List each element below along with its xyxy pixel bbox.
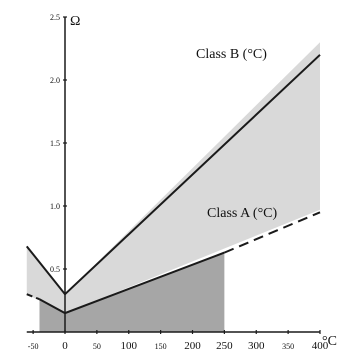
axes-layer <box>26 17 320 333</box>
class-b-label: Class B (°C) <box>196 47 267 62</box>
x-tick-label: 200 <box>184 340 201 352</box>
class-a-band <box>39 252 225 332</box>
x-tick-label: 100 <box>121 340 138 352</box>
x-tick-label: 50 <box>93 342 101 351</box>
x-tick-label: 250 <box>216 340 233 352</box>
class-a-dashed-right <box>223 211 321 254</box>
class-a-label: Class A (°C) <box>207 206 278 221</box>
y-tick-label: 0.5 <box>50 265 60 274</box>
x-axis-unit: °C <box>322 334 337 349</box>
y-tick-label: 2.0 <box>50 76 60 85</box>
x-tick-label: -50 <box>28 342 39 351</box>
x-tick-label: 0 <box>62 340 68 352</box>
y-tick-label: 2.5 <box>50 13 60 22</box>
bands-layer <box>26 42 320 332</box>
x-tick-label: 400 <box>312 340 329 352</box>
ticks-layer: 0.5 1.0 1.5 2.0 2.5 -50 50 150 350 0 100 200 250 300 4… <box>28 13 329 352</box>
x-tick-label: 300 <box>248 340 265 352</box>
class-a-dashed-left <box>26 293 40 301</box>
y-tick-label: 1.0 <box>50 202 60 211</box>
y-axis-unit: Ω <box>70 14 80 29</box>
x-tick-label: 350 <box>282 342 294 351</box>
x-tick-label: 150 <box>155 342 167 351</box>
y-tick-label: 1.5 <box>50 139 60 148</box>
class-b-band <box>26 42 320 314</box>
